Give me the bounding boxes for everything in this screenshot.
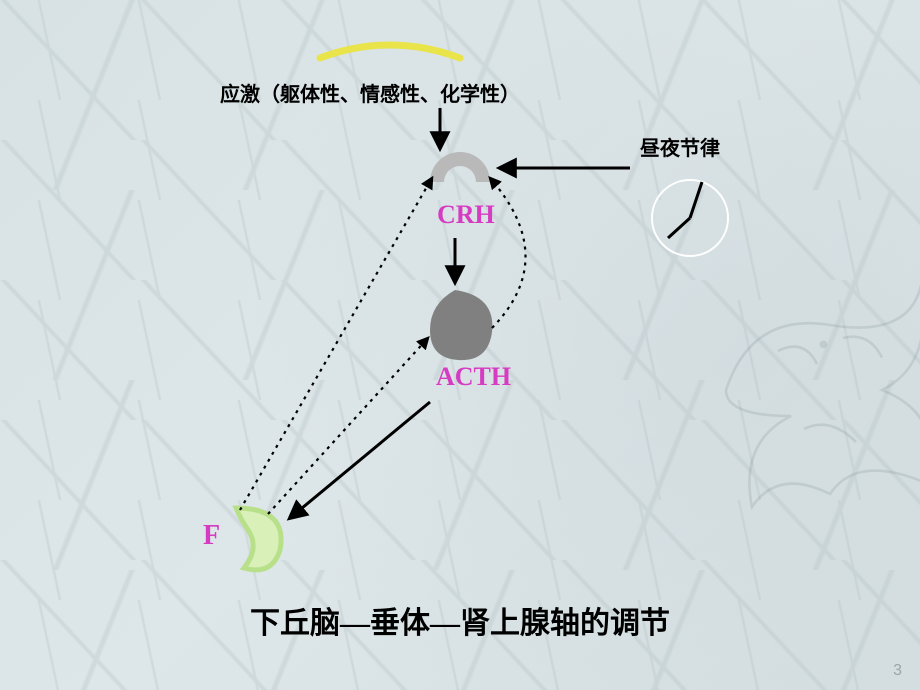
- crh-label: CRH: [437, 200, 495, 230]
- slide-title: 下丘脑—垂体—肾上腺轴的调节: [0, 598, 920, 642]
- page-number: 3: [893, 662, 902, 680]
- dragon-watermark: [700, 260, 920, 520]
- circadian-label: 昼夜节律: [640, 132, 720, 161]
- f-label: F: [203, 520, 220, 552]
- stress-label: 应激（躯体性、情感性、化学性）: [220, 78, 520, 107]
- acth-label: ACTH: [436, 362, 511, 392]
